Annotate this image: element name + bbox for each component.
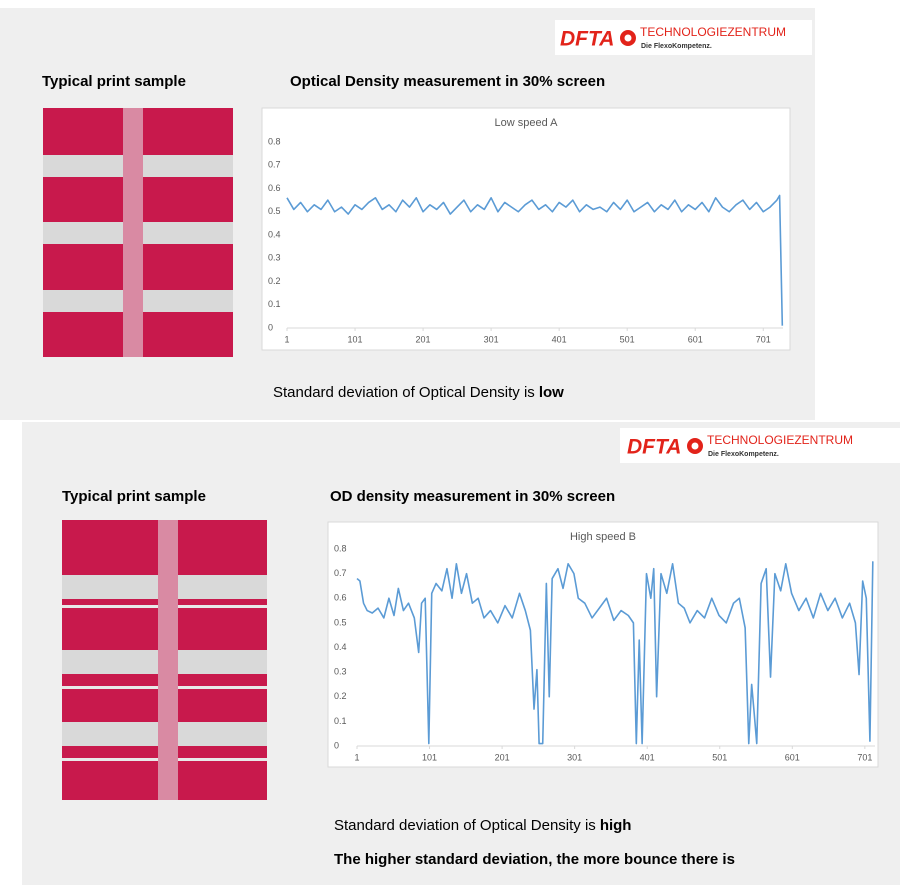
y-tick-label: 0 <box>334 740 339 750</box>
chart-area <box>328 522 878 767</box>
y-tick-label: 0.4 <box>268 229 281 239</box>
y-tick-label: 0.7 <box>334 568 347 578</box>
print-sample-photo <box>62 520 267 800</box>
y-tick-label: 0.3 <box>268 253 281 263</box>
caption: Standard deviation of Optical Density is… <box>273 384 564 401</box>
y-tick-label: 0.8 <box>334 543 347 553</box>
y-tick-label: 0.5 <box>268 206 281 216</box>
y-tick-label: 0 <box>268 322 273 332</box>
logo-mark: DFTA <box>560 28 614 51</box>
x-tick-label: 1 <box>354 752 359 762</box>
x-tick-label: 401 <box>552 334 567 344</box>
heading: OD density measurement in 30% screen <box>330 488 615 505</box>
x-tick-label: 501 <box>712 752 727 762</box>
x-tick-label: 701 <box>857 752 872 762</box>
y-tick-label: 0.6 <box>268 183 281 193</box>
print-sample-photo <box>43 108 233 357</box>
chart-title: Low speed A <box>495 117 559 129</box>
y-tick-label: 0.6 <box>334 593 347 603</box>
chart-title: High speed B <box>570 531 636 543</box>
x-tick-label: 101 <box>422 752 437 762</box>
y-tick-label: 0.1 <box>334 716 347 726</box>
x-tick-label: 101 <box>348 334 363 344</box>
logo-icon <box>692 443 699 450</box>
x-tick-label: 601 <box>785 752 800 762</box>
sample-label: Typical print sample <box>62 488 206 505</box>
logo-tagline: Die FlexoKompetenz. <box>641 43 712 50</box>
caption-emphasis: high <box>600 817 632 834</box>
logo-name: TECHNOLOGIEZENTRUM <box>640 25 786 39</box>
caption: Standard deviation of Optical Density is… <box>334 817 631 834</box>
chart-area <box>262 108 790 350</box>
x-tick-label: 501 <box>620 334 635 344</box>
sample-label: Typical print sample <box>42 73 186 90</box>
x-tick-label: 601 <box>688 334 703 344</box>
y-tick-label: 0.4 <box>334 642 347 652</box>
logo-mark: DFTA <box>627 436 681 459</box>
y-tick-label: 0.2 <box>268 276 281 286</box>
x-tick-label: 301 <box>567 752 582 762</box>
x-tick-label: 201 <box>495 752 510 762</box>
page: DFTA TECHNOLOGIEZENTRUM Die FlexoKompete… <box>0 0 902 885</box>
x-tick-label: 701 <box>756 334 771 344</box>
x-tick-label: 301 <box>484 334 499 344</box>
caption-emphasis: low <box>539 384 564 401</box>
logo-name: TECHNOLOGIEZENTRUM <box>707 433 853 447</box>
y-tick-label: 0.2 <box>334 691 347 701</box>
caption-text: Standard deviation of Optical Density is <box>334 817 596 834</box>
y-tick-label: 0.3 <box>334 667 347 677</box>
x-tick-label: 401 <box>640 752 655 762</box>
caption-text: Standard deviation of Optical Density is <box>273 384 535 401</box>
caption-emphasis: The higher standard deviation, the more … <box>334 851 735 868</box>
logo-tagline: Die FlexoKompetenz. <box>708 451 779 458</box>
y-tick-label: 0.5 <box>334 617 347 627</box>
x-tick-label: 1 <box>284 334 289 344</box>
logo-icon <box>625 35 632 42</box>
y-tick-label: 0.7 <box>268 160 281 170</box>
y-tick-label: 0.8 <box>268 136 281 146</box>
heading: Optical Density measurement in 30% scree… <box>290 73 605 90</box>
y-tick-label: 0.1 <box>268 299 281 309</box>
x-tick-label: 201 <box>416 334 431 344</box>
